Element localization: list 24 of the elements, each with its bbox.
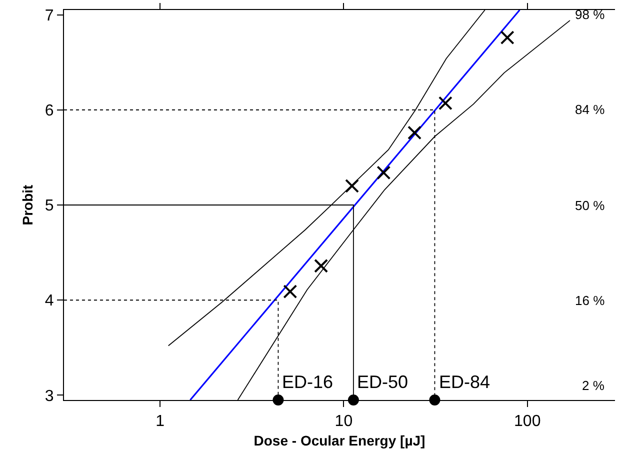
annotation: 16 % <box>575 293 606 308</box>
y-axis-title: Probit <box>19 184 36 226</box>
y-tick-label: 5 <box>44 198 54 215</box>
x-tick-label: 1 <box>156 413 165 430</box>
y-tick-label: 4 <box>44 292 54 310</box>
point <box>283 284 298 299</box>
y-tick-label: 3 <box>44 388 54 405</box>
point <box>345 178 360 193</box>
point <box>314 258 328 273</box>
point <box>376 166 391 180</box>
y-tick-label: 7 <box>44 7 54 24</box>
x-axis-title: Dose - Ocular Energy [µJ] <box>254 432 426 448</box>
point <box>408 126 422 140</box>
annotation: 2 % <box>582 378 605 393</box>
annotation: 84 % <box>575 102 606 117</box>
annotation: ED-16 <box>282 372 334 392</box>
annotation: 50 % <box>575 198 606 213</box>
y-tick-label: 6 <box>44 102 54 120</box>
annotation: ED-50 <box>357 372 408 392</box>
annotation: 98 % <box>575 7 606 22</box>
x-tick-label: 10 <box>334 413 353 430</box>
x-tick-label: 100 <box>514 413 541 430</box>
point <box>438 96 452 110</box>
annotation: ED-84 <box>439 372 490 392</box>
